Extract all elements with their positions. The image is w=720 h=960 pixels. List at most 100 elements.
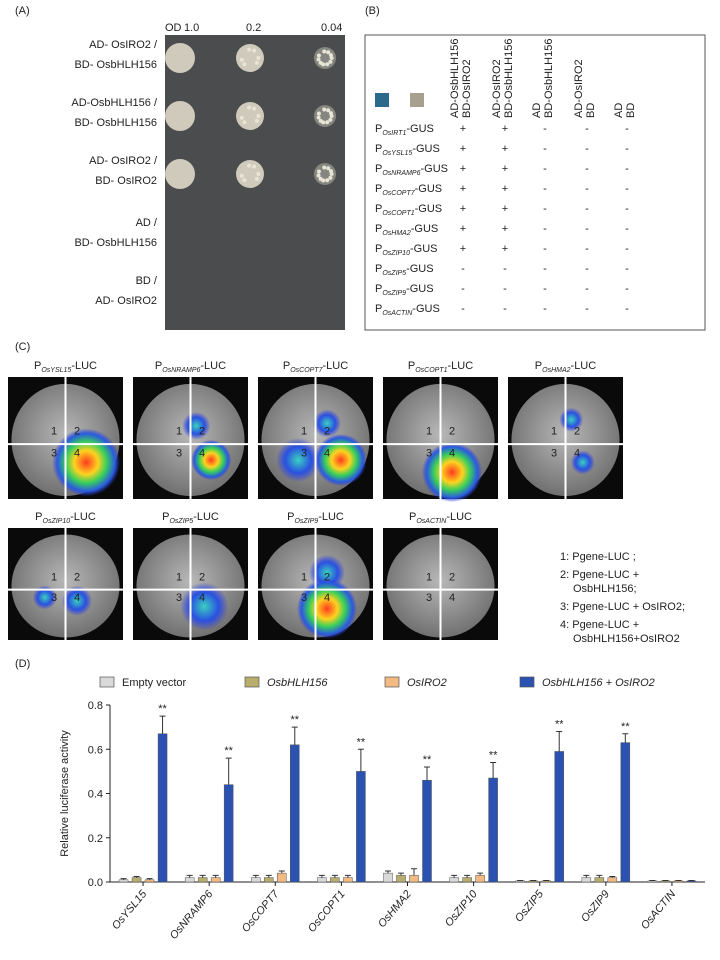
- quadrant-label: 1: [301, 425, 307, 437]
- suffix: -LUC: [571, 360, 597, 372]
- strain-label: BD- OsbHLH156: [74, 59, 157, 71]
- suffix: -LUC: [200, 360, 226, 372]
- strain-label: AD-OsbHLH156 /: [71, 97, 158, 109]
- significance: **: [290, 714, 299, 726]
- colony-dot: [321, 120, 326, 125]
- colony-dot: [256, 114, 261, 118]
- suffix: -GUS: [415, 203, 443, 215]
- signal: [52, 428, 121, 497]
- result: +: [460, 223, 466, 235]
- quadrant-label: 4: [74, 592, 80, 604]
- legend-label: OsbHLH156: [267, 677, 328, 689]
- error-bar: [146, 878, 153, 880]
- legend-text: OsbHLH156+OsIRO2: [573, 633, 680, 645]
- gene: OsZIP10: [382, 250, 410, 257]
- colony-dot: [316, 169, 321, 174]
- error-bar: [159, 715, 166, 734]
- colony-dot: [325, 62, 330, 67]
- bar: [620, 742, 631, 883]
- x-tick-label: OsCOPT7: [240, 888, 282, 935]
- panel-label: (A): [15, 5, 30, 17]
- prefix: P: [162, 511, 169, 523]
- bar: [488, 777, 498, 883]
- gene: OsCOPT1: [382, 210, 414, 217]
- result: -: [503, 283, 507, 295]
- signal: [570, 450, 595, 475]
- prefix: P: [535, 360, 542, 372]
- error-bar: [278, 870, 285, 874]
- result: +: [460, 123, 466, 135]
- x-tick-label: OsCOPT1: [306, 888, 348, 935]
- quadrant-label: 3: [176, 447, 182, 459]
- signal: [191, 439, 232, 480]
- result: -: [543, 243, 547, 255]
- signal: [422, 442, 482, 503]
- colony-dot: [254, 176, 259, 181]
- promoter-label: POsZIP10-GUS: [375, 243, 437, 257]
- prefix: P: [34, 360, 41, 372]
- quadrant-label: 4: [449, 592, 455, 604]
- colony-dot: [247, 105, 252, 110]
- legend-text: OsbHLH156;: [573, 583, 637, 595]
- bar: [356, 771, 366, 883]
- leaf-title: POsNRAMP6-LUC: [155, 360, 226, 374]
- column-header: AD: [613, 103, 625, 118]
- x-tick-label: OsNRAMP6: [168, 888, 216, 942]
- quadrant-label: 4: [324, 592, 330, 604]
- bar: [541, 880, 551, 883]
- result: -: [585, 203, 589, 215]
- result: -: [585, 163, 589, 175]
- colony: [165, 101, 195, 131]
- quadrant-label: 4: [574, 447, 580, 459]
- concentration: 0.04: [321, 22, 342, 34]
- result: +: [502, 123, 508, 135]
- result: -: [625, 303, 629, 315]
- legend-swatch: [244, 676, 260, 688]
- prefix: P: [283, 360, 290, 372]
- colony-dot: [328, 117, 333, 122]
- column-header: BD: [585, 103, 597, 118]
- result: -: [625, 203, 629, 215]
- quadrant-label: 2: [449, 425, 455, 437]
- result: -: [625, 163, 629, 175]
- colony-dot: [325, 120, 330, 125]
- y-tick-label: 0.6: [88, 744, 103, 756]
- panel-label: (D): [15, 658, 30, 670]
- quadrant-label: 2: [449, 572, 455, 584]
- error-bar: [583, 874, 590, 878]
- significance: **: [555, 719, 564, 731]
- quadrant-label: 3: [51, 447, 57, 459]
- suffix: -LUC: [71, 360, 97, 372]
- gene: OsHMA2: [382, 230, 411, 237]
- leaf-title: POsHMA2-LUC: [535, 360, 596, 374]
- gene: OsZIP5: [382, 270, 406, 277]
- result: +: [502, 223, 508, 235]
- y-tick-label: 0.8: [88, 700, 103, 712]
- quadrant-label: 1: [176, 572, 182, 584]
- error-bar: [451, 874, 458, 878]
- bar: [581, 877, 592, 883]
- quadrant-label: 4: [324, 447, 330, 459]
- quadrant-label: 1: [426, 425, 432, 437]
- bar: [686, 880, 697, 883]
- result: -: [543, 163, 547, 175]
- quadrant-label: 3: [176, 592, 182, 604]
- significance: **: [621, 721, 630, 733]
- bar: [475, 875, 485, 883]
- legend-swatch: [99, 676, 115, 688]
- quadrant-label: 2: [74, 572, 80, 584]
- result: +: [502, 203, 508, 215]
- bar: [528, 880, 538, 883]
- bar: [264, 877, 274, 883]
- error-bar: [318, 874, 325, 878]
- legend-text: 2: Pgene-LUC +: [560, 569, 639, 581]
- strain-label: BD- OsbHLH156: [74, 237, 157, 249]
- strain-label: AD /: [136, 217, 158, 229]
- colony-dot: [322, 165, 327, 170]
- strain-label: BD /: [136, 275, 158, 287]
- legend-text: 3: Pgene-LUC + OsIRO2;: [560, 601, 685, 613]
- result: -: [543, 203, 547, 215]
- prefix: P: [409, 511, 416, 523]
- quadrant-label: 3: [51, 592, 57, 604]
- colony-dot: [247, 47, 252, 52]
